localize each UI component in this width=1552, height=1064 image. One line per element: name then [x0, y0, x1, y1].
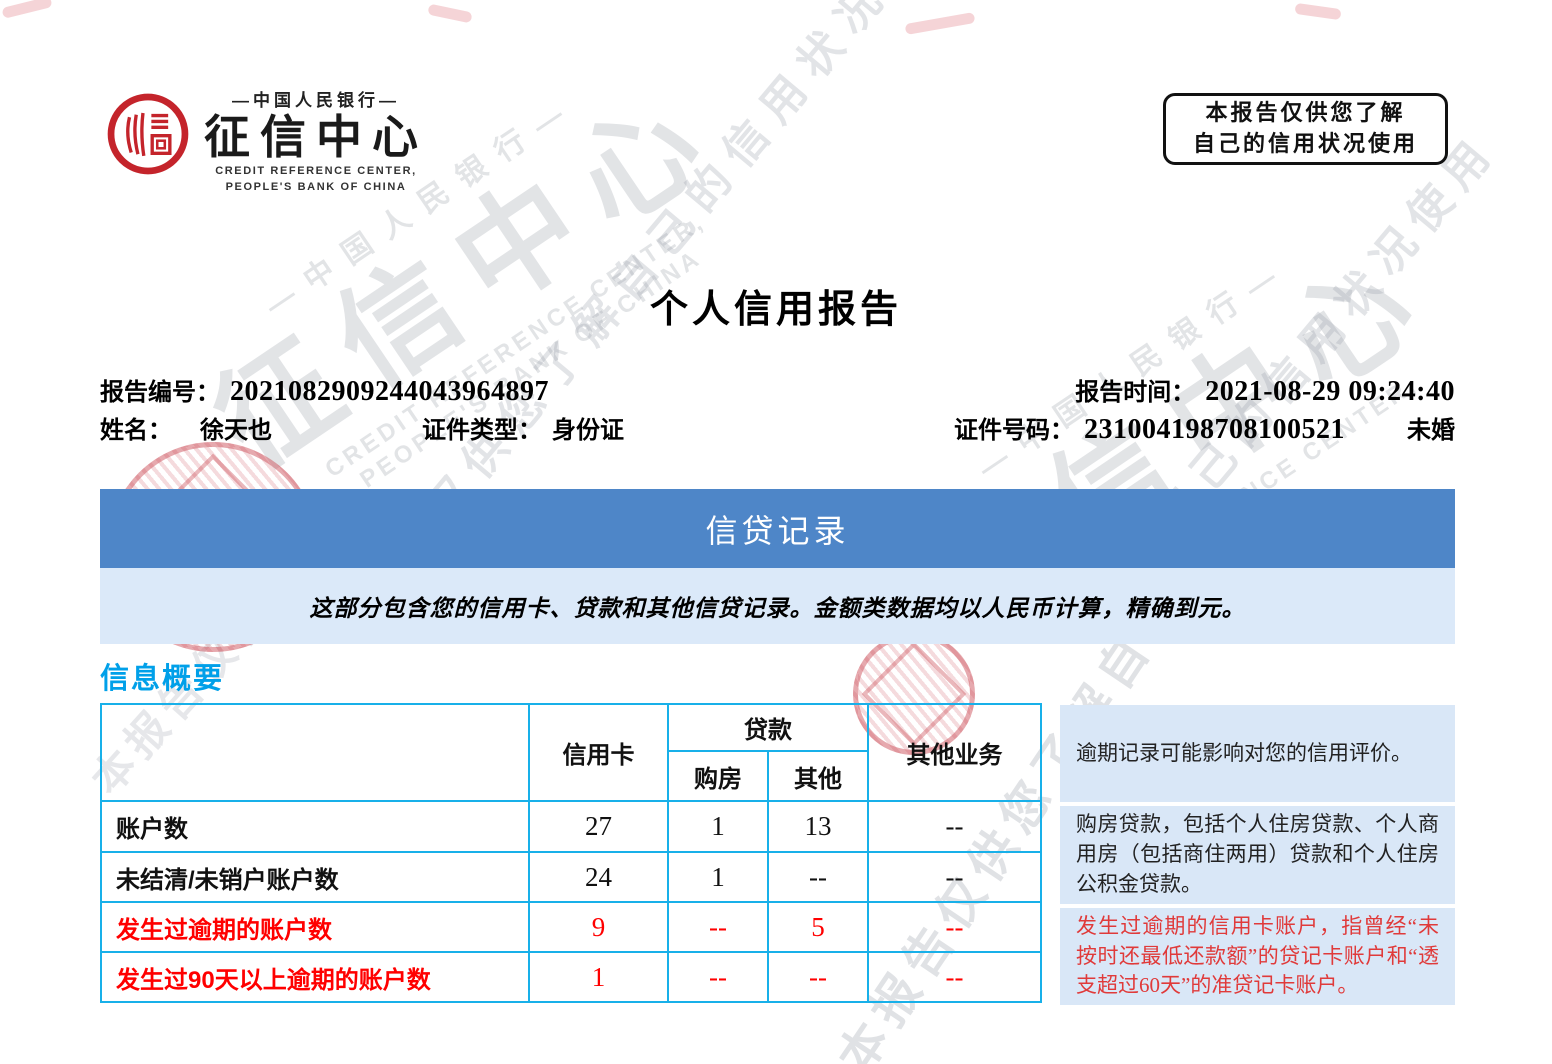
- notice-line1: 本报告仅供您了解: [1205, 100, 1406, 126]
- cell-loan-house: --: [667, 951, 769, 1003]
- table-row: 未结清/未销户账户数 24 1 -- --: [100, 851, 1042, 903]
- logo-en-line2: PEOPLE'S BANK OF CHINA: [225, 180, 407, 193]
- report-meta-line2: 姓名： 徐天也 证件类型： 身份证 证件号码： 2310041987081005…: [100, 410, 1455, 446]
- summary-table: 信用卡 贷款 其他业务 购房 其他 账户数 27 1 13 -- 未结清/未销户…: [100, 703, 1042, 1003]
- header-cell-other-business: 其他业务: [867, 703, 1042, 802]
- cell-other-business: --: [867, 951, 1042, 1003]
- cell-loan-house: 1: [667, 800, 769, 853]
- summary-heading: 信息概要: [100, 663, 225, 695]
- report-time-label: 报告时间：: [1075, 379, 1196, 406]
- note-panel-overdue-definition: 发生过逾期的信用卡账户，指曾经“未按时还最低还款额”的贷记卡账户和“透支超过60…: [1060, 908, 1455, 1005]
- logo-bank-line: —中国人民银行—: [232, 91, 400, 110]
- credit-record-banner: 信贷记录: [100, 489, 1455, 568]
- id-no-value: 231004198708100521: [1084, 414, 1345, 445]
- cell-other-business: --: [867, 800, 1042, 853]
- row-label: 账户数: [100, 800, 530, 853]
- cell-other-business: --: [867, 851, 1042, 903]
- credit-record-description-band: 这部分包含您的信用卡、贷款和其他信贷记录。金额类数据均以人民币计算，精确到元。: [100, 568, 1455, 644]
- header-cell-credit-card: 信用卡: [528, 703, 669, 802]
- cell-other-business: --: [867, 901, 1042, 953]
- row-label: 发生过90天以上逾期的账户数: [100, 951, 530, 1003]
- report-no-value: 2021082909244043964897: [230, 376, 549, 407]
- report-time-value: 2021-08-29 09:24:40: [1205, 376, 1455, 407]
- cell-credit-card: 27: [528, 800, 669, 853]
- logo-en-line1: CREDIT REFERENCE CENTER,: [215, 164, 417, 177]
- row-label: 未结清/未销户账户数: [100, 851, 530, 903]
- row-label: 发生过逾期的账户数: [100, 901, 530, 953]
- cell-loan-other: --: [767, 951, 869, 1003]
- id-type-value: 身份证: [552, 417, 624, 444]
- header-cell-loan-other: 其他: [767, 750, 869, 802]
- banner-title: 信贷记录: [705, 512, 850, 549]
- name-label: 姓名：: [100, 417, 172, 444]
- crc-logo: —中国人民银行— 征信中心 CREDIT REFERENCE CENTER, P…: [106, 86, 428, 196]
- name-value: 徐天也: [200, 417, 272, 444]
- note-panel-house-loan: 购房贷款，包括个人住房贷款、个人商用房（包括商住两用）贷款和个人住房公积金贷款。: [1060, 806, 1455, 904]
- table-row: 账户数 27 1 13 --: [100, 800, 1042, 853]
- table-header-row-1: 信用卡 贷款 其他业务: [100, 703, 1042, 802]
- cell-credit-card: 9: [528, 901, 669, 953]
- banner-description: 这部分包含您的信用卡、贷款和其他信贷记录。金额类数据均以人民币计算，精确到元。: [309, 595, 1246, 621]
- cell-loan-other: 5: [767, 901, 869, 953]
- id-type-label: 证件类型：: [422, 417, 542, 444]
- cell-loan-house: 1: [667, 851, 769, 903]
- cell-credit-card: 24: [528, 851, 669, 903]
- header-cell-loan: 贷款: [667, 703, 869, 752]
- header-cell-empty: [100, 703, 530, 802]
- page-title: 个人信用报告: [649, 289, 902, 331]
- report-no-label: 报告编号：: [100, 379, 220, 406]
- table-row-overdue-90days: 发生过90天以上逾期的账户数 1 -- -- --: [100, 951, 1042, 1003]
- table-row-overdue: 发生过逾期的账户数 9 -- 5 --: [100, 901, 1042, 953]
- header-cell-loan-house: 购房: [667, 750, 769, 802]
- note-panel-overdue-impact: 逾期记录可能影响对您的信用评价。: [1060, 705, 1455, 802]
- cell-loan-house: --: [667, 901, 769, 953]
- cell-loan-other: --: [767, 851, 869, 903]
- note-text: 逾期记录可能影响对您的信用评价。: [1076, 740, 1412, 765]
- usage-notice-box: 本报告仅供您了解 自己的信用状况使用: [1163, 93, 1448, 165]
- crc-seal-icon: [107, 93, 189, 175]
- crc-logo-text: —中国人民银行— 征信中心 CREDIT REFERENCE CENTER, P…: [204, 86, 428, 196]
- cell-credit-card: 1: [528, 951, 669, 1003]
- note-text: 购房贷款，包括个人住房贷款、个人商用房（包括商住两用）贷款和个人住房公积金贷款。: [1076, 812, 1439, 896]
- id-no-label: 证件号码：: [954, 417, 1074, 444]
- table-header-row-2: 购房 其他: [101, 750, 1041, 802]
- notice-line2: 自己的信用状况使用: [1192, 131, 1418, 156]
- logo-org-name: 征信中心: [204, 111, 428, 163]
- report-meta-line1: 报告编号： 2021082909244043964897 报告时间： 2021-…: [100, 372, 1455, 408]
- cell-loan-other: 13: [767, 800, 869, 853]
- marital-status: 未婚: [1407, 417, 1455, 444]
- note-text: 发生过逾期的信用卡账户，指曾经“未按时还最低还款额”的贷记卡账户和“透支超过60…: [1076, 913, 1439, 998]
